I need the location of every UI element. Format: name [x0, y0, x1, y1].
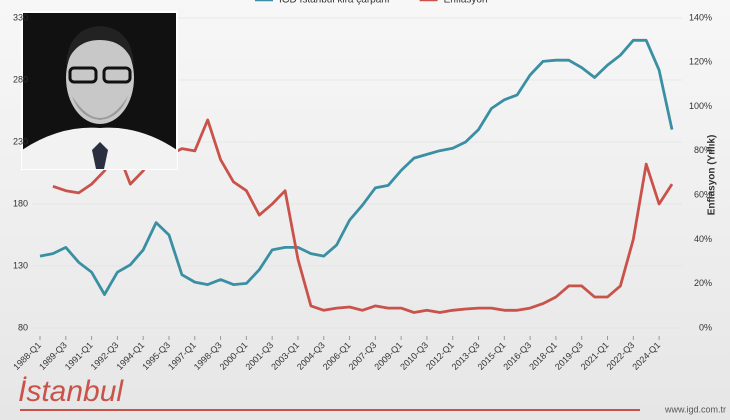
y-tick-label: 330 — [13, 12, 28, 22]
footer-logo: İstanbul — [18, 375, 124, 408]
photo-face — [66, 32, 134, 124]
legend-label: IGD İstanbul kira çarpanı — [279, 0, 390, 6]
y2-tick-label: 140% — [689, 12, 712, 22]
y2-tick-label: 100% — [689, 101, 712, 111]
y2-tick-label: 20% — [694, 278, 712, 288]
photo-hair — [66, 26, 134, 66]
y2-axis-label: Enflasyon (Yıllık) — [707, 135, 718, 216]
series-line — [39, 38, 674, 296]
y2-tick-label: 60% — [694, 190, 712, 200]
legend-label: Enflasyon — [444, 0, 488, 6]
y2-tick-label: 0% — [699, 322, 712, 332]
photo-glasses — [68, 66, 98, 84]
footer-url: www.igd.com.tr — [664, 404, 726, 414]
y-tick-label: 180 — [13, 198, 28, 208]
y2-tick-label: 80% — [694, 145, 712, 155]
photo-beard — [72, 96, 128, 120]
y-tick-label: 230 — [13, 136, 28, 146]
photo-tie — [92, 142, 108, 169]
y2-tick-label: 120% — [689, 57, 712, 67]
y-tick-label: 280 — [13, 74, 28, 84]
y-tick-label: 80 — [18, 322, 28, 332]
photo — [21, 11, 178, 170]
y-tick-label: 130 — [13, 260, 28, 270]
y2-tick-label: 40% — [694, 234, 712, 244]
photo-glasses — [102, 66, 132, 84]
